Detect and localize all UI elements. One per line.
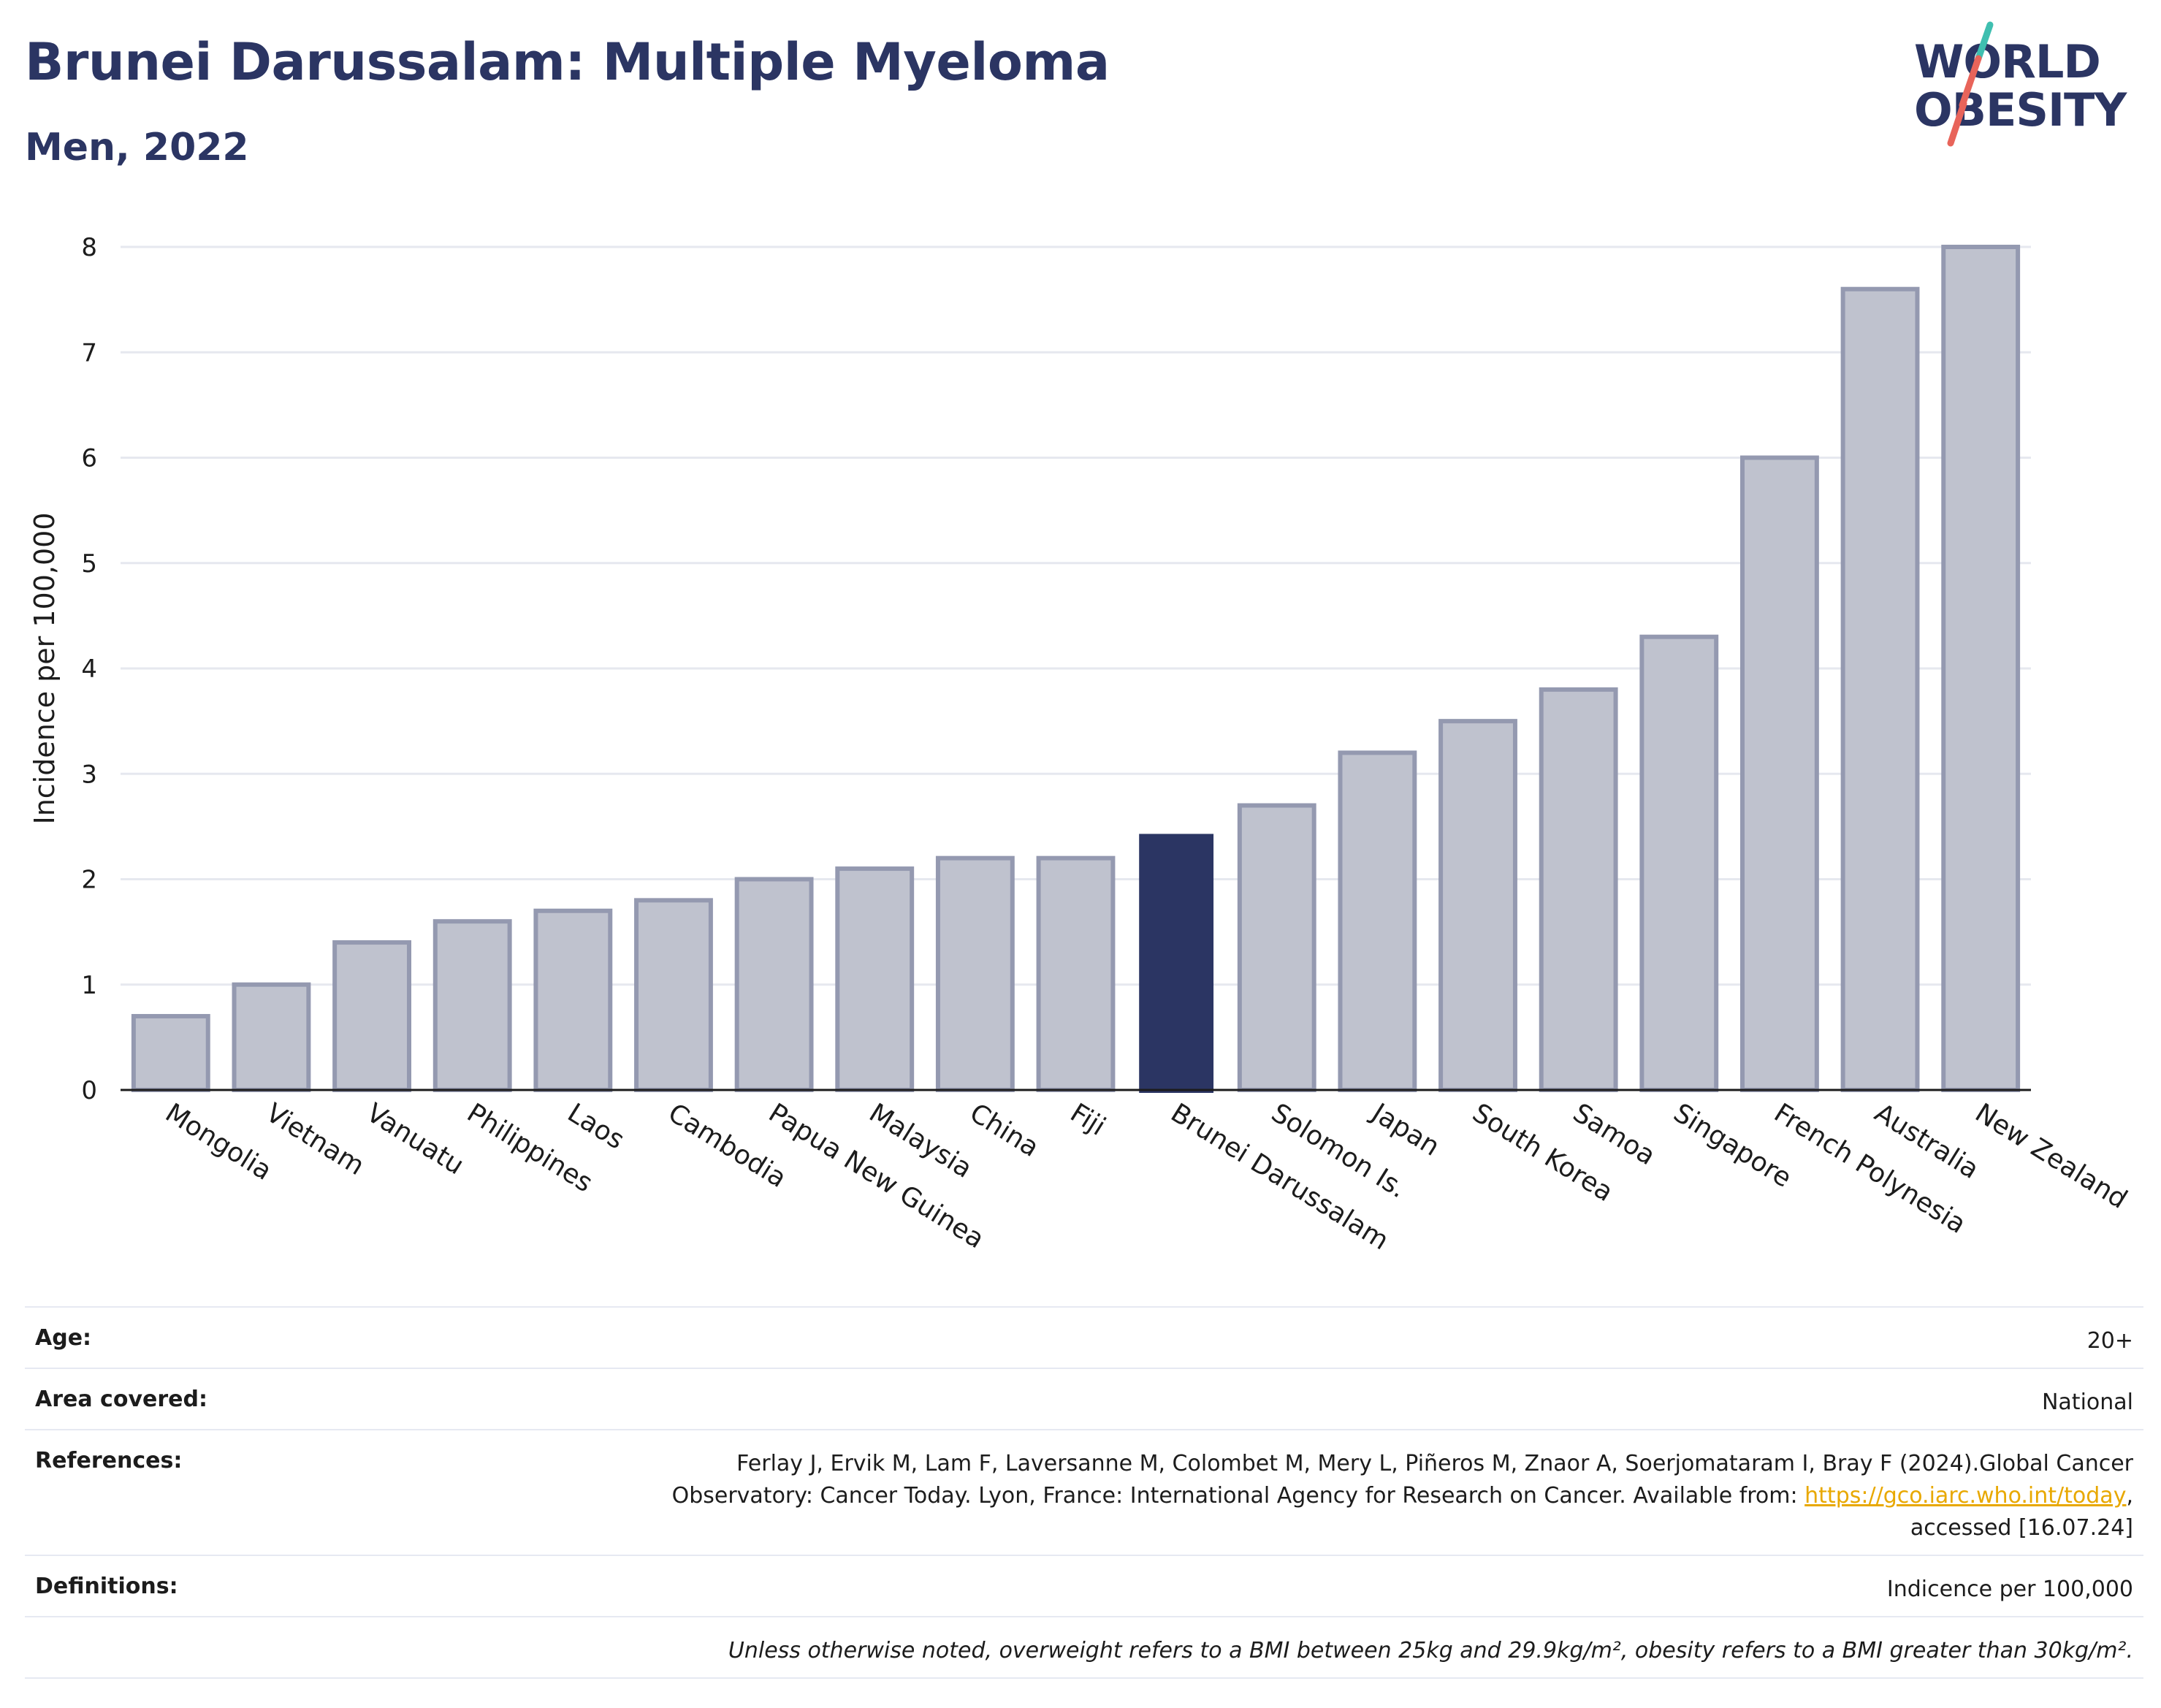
info-table: Age: 20+ Area covered: National Referenc… — [25, 1306, 2143, 1679]
references-text-2: Observatory: Cancer Today. Lyon, France:… — [671, 1483, 1805, 1509]
bar — [1237, 803, 1316, 1093]
world-obesity-logo: WORLD OBESITY — [1899, 19, 2148, 158]
page-subtitle: Men, 2022 — [25, 126, 249, 169]
y-tick-label: 5 — [81, 549, 97, 579]
x-tick-label: Japan — [1365, 1097, 1445, 1162]
bar — [1036, 855, 1116, 1093]
y-tick-label: 7 — [81, 338, 97, 367]
x-tick-label: Laos — [563, 1098, 630, 1156]
y-tick-label: 4 — [81, 655, 97, 684]
y-tick-label: 0 — [81, 1076, 97, 1105]
bar — [1539, 687, 1618, 1092]
bar — [634, 898, 713, 1092]
y-tick-label: 1 — [81, 971, 97, 1000]
bar — [1139, 834, 1214, 1093]
logo-line-1: WORLD — [1914, 35, 2101, 88]
logo-line-2: OBESITY — [1914, 83, 2127, 137]
definitions-label: Definitions: — [35, 1574, 178, 1599]
bar — [232, 982, 311, 1092]
info-row-area: Area covered: National — [25, 1368, 2143, 1429]
references-link[interactable]: https://gco.iarc.who.int/today — [1804, 1483, 2127, 1509]
age-label: Age: — [35, 1325, 92, 1351]
references-text-1: Ferlay J, Ervik M, Lam F, Laversanne M, … — [736, 1451, 2133, 1476]
bars — [131, 245, 2021, 1093]
references-label: References: — [35, 1448, 183, 1473]
bar — [1739, 455, 1819, 1092]
area-value: National — [2041, 1389, 2133, 1415]
bar — [533, 908, 613, 1093]
bar — [835, 866, 915, 1092]
bmi-note: Unless otherwise noted, overweight refer… — [728, 1638, 2133, 1663]
y-tick-label: 6 — [81, 444, 97, 473]
y-tick-label: 3 — [81, 760, 97, 789]
x-tick-label: Fiji — [1065, 1098, 1111, 1142]
bar — [1840, 286, 1920, 1093]
bar — [734, 877, 814, 1092]
x-tick-label: Vanuatu — [361, 1098, 469, 1181]
x-tick-label: Mongolia — [160, 1098, 277, 1186]
age-value: 20+ — [2086, 1328, 2133, 1354]
bar — [1941, 245, 2021, 1092]
info-row-definitions: Definitions: Indicence per 100,000 — [25, 1555, 2143, 1616]
bar — [1639, 634, 1719, 1092]
bar-chart: 012345678MongoliaVietnamVanuatuPhilippin… — [28, 233, 2133, 1256]
bar — [1338, 750, 1417, 1093]
x-tick-label: New Zealand — [1970, 1098, 2132, 1215]
bar — [1438, 719, 1517, 1092]
references-text-3: accessed [16.07.24] — [1910, 1515, 2133, 1541]
y-tick-label: 8 — [81, 233, 97, 262]
references-value: Ferlay J, Ervik M, Lam F, Laversanne M, … — [671, 1451, 2133, 1541]
info-row-note: Unless otherwise noted, overweight refer… — [25, 1616, 2143, 1679]
x-tick-label: French Polynesia — [1769, 1098, 1971, 1240]
x-tick-label: Vietnam — [261, 1098, 370, 1181]
x-tick-label: China — [964, 1098, 1044, 1163]
y-axis-label: Incidence per 100,000 — [28, 512, 61, 824]
bar — [131, 1014, 210, 1093]
bar — [432, 919, 512, 1093]
y-tick-label: 2 — [81, 866, 97, 895]
bar — [935, 855, 1015, 1093]
info-row-references: References: Ferlay J, Ervik M, Lam F, La… — [25, 1429, 2143, 1555]
bar — [332, 940, 412, 1093]
page-title: Brunei Darussalam: Multiple Myeloma — [25, 32, 1110, 92]
area-label: Area covered: — [35, 1387, 207, 1412]
definitions-value: Indicence per 100,000 — [1886, 1577, 2133, 1602]
info-row-age: Age: 20+ — [25, 1306, 2143, 1368]
logo-slash-icon — [1947, 21, 1994, 147]
